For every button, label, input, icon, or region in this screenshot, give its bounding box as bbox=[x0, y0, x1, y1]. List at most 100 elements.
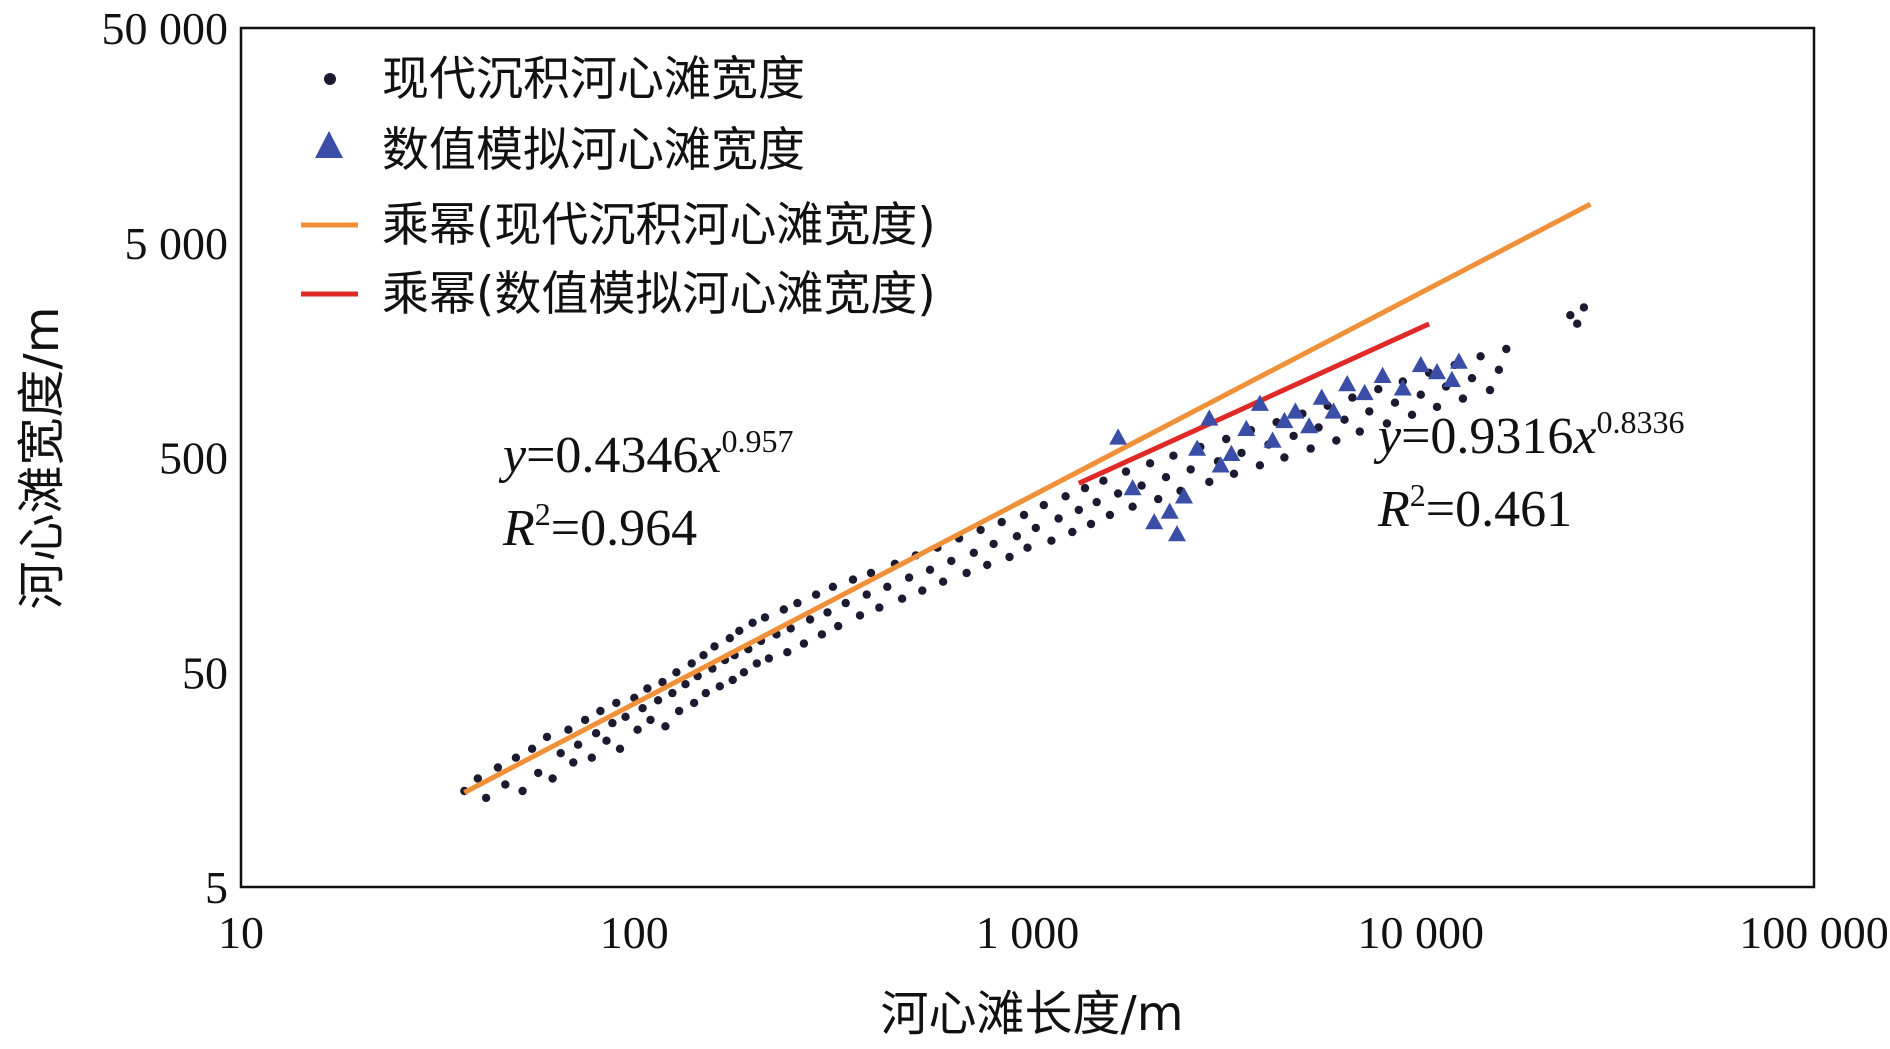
modern-point bbox=[1432, 402, 1442, 412]
modern-point bbox=[728, 675, 737, 685]
modern-point bbox=[473, 774, 482, 783]
modern-point bbox=[883, 582, 892, 591]
modern-point bbox=[918, 586, 927, 595]
axis-ticks: 10 100 1 000 10 000 100 000 5 50 500 5 000 50 000 bbox=[102, 3, 1889, 958]
legend-dot-marker bbox=[324, 73, 336, 85]
modern-point bbox=[687, 659, 696, 668]
modern-point bbox=[1502, 344, 1511, 354]
modern-point bbox=[817, 630, 827, 639]
fit-lines bbox=[463, 201, 1592, 795]
y-tick-label: 500 bbox=[159, 433, 228, 484]
sim-point bbox=[1355, 383, 1374, 401]
modern-point bbox=[1023, 543, 1032, 552]
fit-line-modern bbox=[463, 201, 1592, 795]
sim-point bbox=[1428, 363, 1446, 380]
modern-point bbox=[1485, 385, 1495, 395]
modern-point bbox=[1332, 436, 1341, 445]
sim-point bbox=[1145, 513, 1164, 530]
modern-point bbox=[1169, 451, 1178, 460]
plot-frame bbox=[239, 26, 1816, 889]
modern-point bbox=[658, 677, 667, 687]
modern-point bbox=[621, 712, 630, 721]
modern-point bbox=[1566, 311, 1575, 320]
modern-point bbox=[834, 621, 843, 631]
modern-point bbox=[668, 688, 677, 698]
modern-point bbox=[1407, 410, 1417, 419]
sim-point bbox=[1411, 355, 1430, 373]
modern-point bbox=[764, 654, 774, 663]
modern-point bbox=[1222, 434, 1231, 444]
modern-point bbox=[612, 698, 621, 708]
modern-point bbox=[548, 774, 557, 783]
modern-point bbox=[848, 575, 858, 584]
modern-point bbox=[542, 732, 552, 742]
modern-point bbox=[518, 786, 527, 796]
modern-point bbox=[1113, 489, 1123, 498]
modern-point bbox=[596, 706, 605, 716]
modern-point bbox=[1289, 431, 1298, 441]
sim-point-layer bbox=[1109, 352, 1468, 542]
y-tick-label: 50 bbox=[182, 647, 228, 698]
modern-point bbox=[841, 598, 850, 608]
modern-point bbox=[1255, 461, 1265, 470]
modern-point bbox=[1467, 374, 1477, 383]
x-tick-label: 10 bbox=[218, 907, 264, 958]
sim-point bbox=[1312, 388, 1331, 405]
modern-point bbox=[1068, 527, 1077, 537]
modern-point bbox=[1416, 390, 1426, 399]
modern-point bbox=[1054, 514, 1063, 523]
sim-point bbox=[1175, 487, 1193, 504]
modern-point bbox=[1019, 510, 1029, 520]
modern-point bbox=[1039, 500, 1049, 510]
modern-point bbox=[989, 539, 998, 549]
modern-point bbox=[805, 615, 815, 624]
modern-point bbox=[1280, 453, 1289, 462]
x-tick-label: 10 000 bbox=[1358, 907, 1485, 958]
legend-label-sim-fit: 乘幂(数值模拟河心滩宽度) bbox=[382, 267, 936, 322]
modern-point bbox=[564, 725, 573, 734]
x-tick-label: 1 000 bbox=[976, 907, 1080, 958]
modern-point bbox=[1186, 465, 1195, 474]
sim-point bbox=[1250, 394, 1269, 411]
modern-point bbox=[1229, 469, 1239, 478]
modern-point bbox=[699, 651, 708, 660]
modern-point bbox=[615, 744, 625, 753]
modern-point bbox=[1092, 497, 1101, 507]
sim-point bbox=[1211, 456, 1230, 473]
sim-point bbox=[1286, 402, 1305, 419]
legend-triangle-marker bbox=[315, 131, 343, 158]
modern-point bbox=[1494, 365, 1504, 374]
sim-point bbox=[1222, 444, 1241, 461]
modern-point bbox=[1137, 481, 1146, 490]
sim-point bbox=[1275, 411, 1294, 429]
modern-point bbox=[904, 573, 914, 582]
modern-point bbox=[1128, 502, 1137, 511]
sim-point bbox=[1393, 379, 1412, 396]
sim-point bbox=[1324, 402, 1343, 419]
modern-point bbox=[786, 624, 795, 633]
x-axis-title: 河心滩长度/m bbox=[881, 986, 1184, 1042]
modern-point bbox=[1074, 505, 1084, 515]
modern-point bbox=[947, 556, 956, 566]
sim-point bbox=[1109, 428, 1128, 445]
modern-point bbox=[1573, 319, 1582, 328]
r2-sim: R2=0.461 bbox=[1377, 477, 1572, 538]
modern-point bbox=[997, 517, 1006, 527]
modern-point bbox=[725, 634, 734, 643]
modern-point bbox=[799, 639, 809, 648]
modern-point bbox=[783, 648, 792, 657]
modern-point bbox=[646, 715, 655, 725]
modern-point bbox=[573, 740, 583, 749]
modern-point bbox=[602, 736, 611, 745]
sim-point bbox=[1188, 439, 1207, 456]
modern-point bbox=[1355, 427, 1365, 436]
modern-point bbox=[1105, 510, 1115, 520]
r2-modern: R2=0.964 bbox=[502, 496, 697, 557]
modern-point bbox=[501, 780, 510, 789]
y-tick-label: 50 000 bbox=[102, 3, 229, 54]
y-tick-label: 5 000 bbox=[125, 218, 229, 269]
x-tick-label: 100 000 bbox=[1739, 907, 1889, 958]
equation-modern: y=0.4346x0.957 bbox=[498, 423, 794, 484]
modern-point bbox=[897, 594, 907, 603]
